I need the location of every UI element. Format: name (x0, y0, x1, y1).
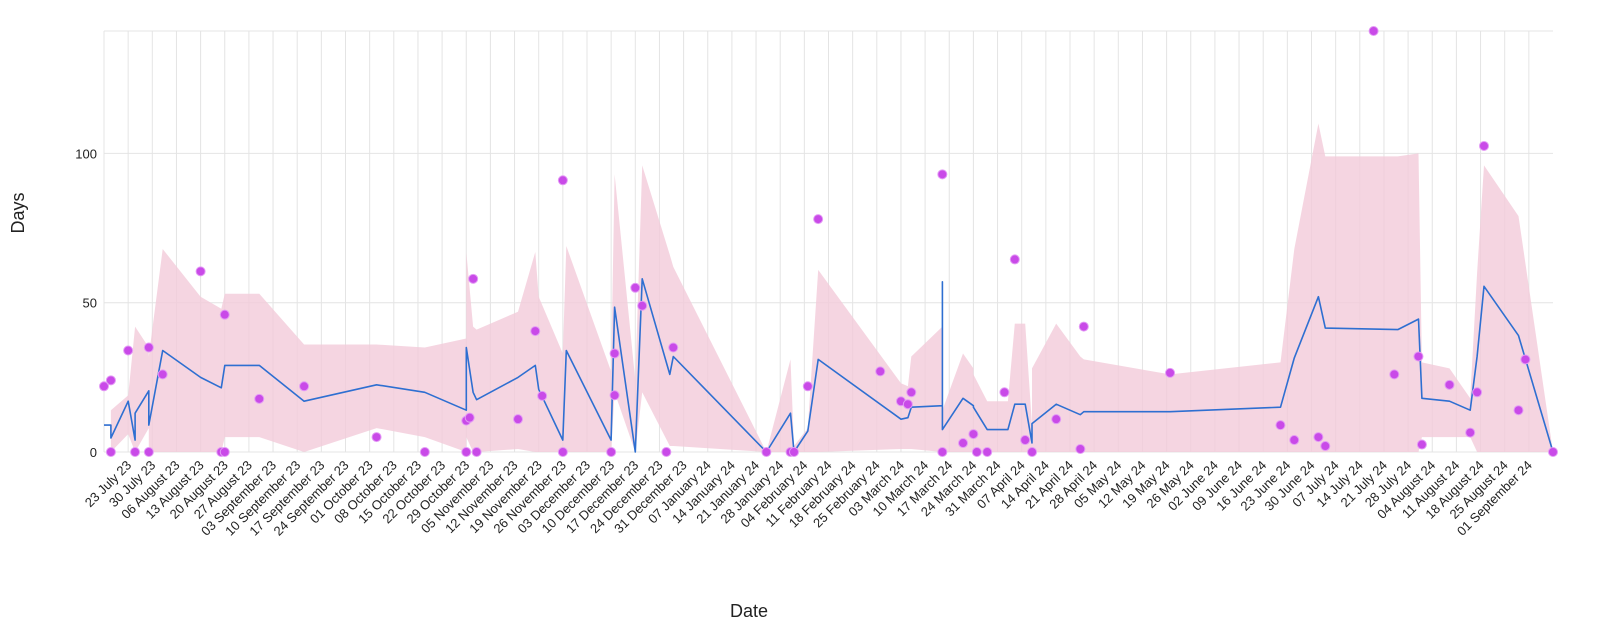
data-point (1009, 254, 1020, 265)
data-point (513, 414, 523, 425)
data-point (1389, 369, 1400, 380)
data-point (958, 438, 969, 449)
data-point (219, 309, 230, 320)
y-axis-title: Days (8, 192, 28, 233)
data-point (1051, 414, 1062, 425)
data-point (1275, 420, 1286, 431)
data-point (802, 381, 813, 392)
data-point (661, 447, 672, 457)
data-point (1075, 444, 1086, 455)
data-point (906, 387, 917, 398)
data-point (557, 175, 568, 186)
data-point (1078, 321, 1089, 332)
data-point (1444, 379, 1455, 390)
data-point (761, 447, 772, 457)
data-point (1520, 354, 1531, 365)
data-point (105, 375, 116, 386)
data-point (789, 447, 799, 457)
data-point (1413, 351, 1424, 362)
data-point (668, 342, 679, 353)
data-point (982, 447, 993, 457)
data-point (1320, 441, 1331, 452)
x-axis-title: Date (730, 601, 768, 621)
y-tick-label: 0 (90, 445, 97, 460)
data-point (530, 326, 541, 337)
data-point (1368, 26, 1379, 36)
data-point (1020, 435, 1031, 446)
data-point (630, 282, 641, 293)
data-point (1416, 439, 1427, 450)
data-point (371, 432, 382, 443)
data-point (875, 366, 886, 377)
data-point (195, 266, 206, 277)
data-point (557, 447, 568, 457)
data-point (902, 399, 913, 410)
data-point (99, 381, 109, 392)
data-point (999, 387, 1010, 398)
data-point (1165, 367, 1176, 378)
data-point (143, 447, 154, 457)
data-point (464, 412, 475, 423)
data-point (609, 390, 620, 401)
data-point (254, 393, 265, 404)
data-point (637, 300, 648, 311)
data-point (971, 447, 982, 457)
data-point (606, 447, 617, 457)
y-tick-label: 100 (75, 146, 97, 161)
data-point (471, 447, 482, 457)
data-point (937, 169, 948, 180)
data-point (1513, 405, 1524, 416)
data-point (1472, 387, 1483, 398)
data-point (609, 348, 620, 359)
data-point (299, 381, 310, 392)
data-point (219, 447, 230, 457)
y-tick-label: 50 (83, 296, 97, 311)
data-point (1548, 447, 1558, 457)
data-point (130, 447, 141, 457)
data-point (419, 447, 430, 457)
data-point (1289, 435, 1300, 446)
data-point (937, 447, 948, 457)
data-point (1313, 432, 1324, 443)
data-point (537, 390, 548, 401)
data-point (105, 447, 116, 457)
data-point (461, 447, 472, 457)
data-point (1465, 427, 1476, 438)
data-point (968, 429, 979, 440)
data-point (123, 345, 134, 356)
plot-area (99, 26, 1558, 457)
data-point (1027, 447, 1038, 457)
trend-line (104, 278, 1554, 453)
data-point (468, 273, 479, 284)
data-point (157, 369, 168, 380)
data-point (1479, 140, 1489, 151)
data-point (813, 214, 824, 225)
data-point (143, 342, 154, 353)
